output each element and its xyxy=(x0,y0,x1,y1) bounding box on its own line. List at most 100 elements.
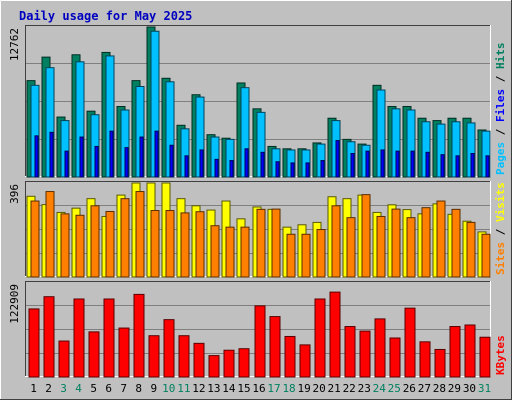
x-tick-label: 4 xyxy=(75,382,82,395)
legend-item-visits: Visits xyxy=(494,182,507,222)
bar-kbytes-kbytes-day-26 xyxy=(404,307,416,378)
bar-visits-sites-day-1 xyxy=(30,200,40,278)
bar-visits-sites-day-31 xyxy=(481,233,491,278)
x-tick-label: 11 xyxy=(177,382,190,395)
bar-hits-pages-day-5 xyxy=(94,145,99,178)
bar-visits-sites-day-20 xyxy=(316,229,326,278)
bar-visits-sites-day-29 xyxy=(451,208,461,278)
bar-visits-sites-day-9 xyxy=(150,210,160,278)
chart-panels: 12762 Pages / Files / Hits 396 Sites / Visi… xyxy=(8,25,507,378)
bar-kbytes-kbytes-day-13 xyxy=(208,355,220,378)
bar-hits-pages-day-29 xyxy=(455,155,460,178)
bar-kbytes-kbytes-day-25 xyxy=(389,337,401,378)
bar-visits-sites-day-7 xyxy=(120,198,130,278)
x-tick-label: 12 xyxy=(192,382,205,395)
panel-hits: 12762 Pages / Files / Hits xyxy=(8,25,507,178)
bar-hits-pages-day-17 xyxy=(275,161,280,178)
x-tick-label: 6 xyxy=(105,382,112,395)
bar-hits-pages-day-20 xyxy=(320,160,325,178)
bar-kbytes-kbytes-day-2 xyxy=(43,296,55,378)
bar-hits-pages-day-9 xyxy=(154,130,159,178)
bar-kbytes-kbytes-day-9 xyxy=(148,335,160,378)
panel-visits-legend: Sites / Visits xyxy=(494,182,507,275)
x-tick-label: 22 xyxy=(343,382,356,395)
panel-visits: 396 Sites / Visits xyxy=(8,181,507,278)
x-tick-label: 20 xyxy=(313,382,326,395)
bar-hits-pages-day-30 xyxy=(470,152,475,178)
x-tick-label: 1 xyxy=(30,382,37,395)
bar-kbytes-kbytes-day-15 xyxy=(238,348,250,378)
bar-hits-pages-day-7 xyxy=(124,147,129,178)
bar-hits-pages-day-16 xyxy=(260,151,265,178)
bar-hits-pages-day-19 xyxy=(305,162,310,178)
bar-visits-sites-day-16 xyxy=(256,208,266,278)
panel-hits-legend: Pages / Files / Hits xyxy=(494,43,507,176)
bar-hits-pages-day-10 xyxy=(169,144,174,178)
x-tick-label: 3 xyxy=(60,382,67,395)
x-tick-label: 2 xyxy=(45,382,52,395)
bar-kbytes-kbytes-day-19 xyxy=(299,344,311,378)
legend-item-pages: Pages xyxy=(494,142,507,175)
bar-visits-sites-day-23 xyxy=(361,194,371,278)
bar-visits-sites-day-10 xyxy=(165,210,175,278)
bar-hits-pages-day-4 xyxy=(79,136,84,178)
bar-hits-pages-day-26 xyxy=(410,150,415,178)
x-tick-label: 15 xyxy=(237,382,250,395)
bar-kbytes-kbytes-day-3 xyxy=(58,340,70,378)
bar-kbytes-kbytes-day-7 xyxy=(118,327,130,378)
bar-kbytes-kbytes-day-18 xyxy=(284,335,296,378)
panel-kbytes-ymax-label: 122909 xyxy=(8,284,21,324)
bar-hits-pages-day-8 xyxy=(139,136,144,178)
bar-visits-sites-day-8 xyxy=(135,191,145,278)
x-tick-label: 21 xyxy=(328,382,341,395)
bar-kbytes-kbytes-day-23 xyxy=(359,330,371,378)
bar-kbytes-kbytes-day-11 xyxy=(178,335,190,378)
bar-visits-sites-day-30 xyxy=(466,221,476,278)
bar-visits-sites-day-11 xyxy=(180,212,190,278)
bar-kbytes-kbytes-day-10 xyxy=(163,319,175,378)
chart-title: Daily usage for May 2025 xyxy=(19,9,192,23)
bar-visits-sites-day-13 xyxy=(210,225,220,278)
bar-kbytes-kbytes-day-16 xyxy=(254,305,266,378)
bar-hits-pages-day-13 xyxy=(214,158,219,178)
panel-kbytes-legend: KBytes xyxy=(494,335,507,375)
bar-hits-pages-day-24 xyxy=(380,149,385,178)
bar-hits-pages-day-3 xyxy=(64,150,69,178)
bar-hits-pages-day-22 xyxy=(350,152,355,178)
x-tick-label: 18 xyxy=(282,382,295,395)
bar-visits-sites-day-12 xyxy=(195,211,205,278)
bar-kbytes-kbytes-day-21 xyxy=(329,291,341,378)
bar-kbytes-kbytes-day-8 xyxy=(133,293,145,378)
bar-kbytes-kbytes-day-4 xyxy=(73,298,85,378)
legend-item-kbytes: KBytes xyxy=(494,335,507,375)
bar-visits-sites-day-22 xyxy=(346,217,356,278)
bar-hits-pages-day-23 xyxy=(365,150,370,178)
bar-hits-pages-day-2 xyxy=(49,131,54,178)
legend-item-files: Files xyxy=(494,89,507,122)
bar-kbytes-kbytes-day-20 xyxy=(314,298,326,378)
x-tick-label: 27 xyxy=(418,382,431,395)
bar-visits-sites-day-21 xyxy=(331,205,341,278)
bar-visits-sites-day-5 xyxy=(90,205,100,278)
bar-visits-sites-day-27 xyxy=(421,207,431,278)
bar-visits-sites-day-14 xyxy=(225,226,235,278)
x-tick-label: 23 xyxy=(358,382,371,395)
bar-hits-pages-day-18 xyxy=(290,162,295,178)
bar-kbytes-kbytes-day-31 xyxy=(479,336,491,378)
legend-item-hits: Hits xyxy=(494,43,507,70)
bar-hits-pages-day-1 xyxy=(34,135,39,178)
x-tick-label: 26 xyxy=(403,382,416,395)
x-tick-label: 17 xyxy=(267,382,280,395)
legend-separator: / xyxy=(494,222,507,242)
bar-kbytes-kbytes-day-5 xyxy=(88,331,100,378)
bar-visits-sites-day-26 xyxy=(406,217,416,278)
panel-visits-legend-text: Sites / Visits xyxy=(494,182,507,275)
bar-kbytes-kbytes-day-27 xyxy=(419,341,431,378)
bar-kbytes-kbytes-day-6 xyxy=(103,298,115,378)
x-tick-label: 16 xyxy=(252,382,265,395)
bar-visits-sites-day-17 xyxy=(271,208,281,278)
x-tick-label: 28 xyxy=(433,382,446,395)
x-tick-label: 31 xyxy=(478,382,491,395)
bar-kbytes-kbytes-day-12 xyxy=(193,342,205,378)
x-tick-label: 7 xyxy=(120,382,127,395)
